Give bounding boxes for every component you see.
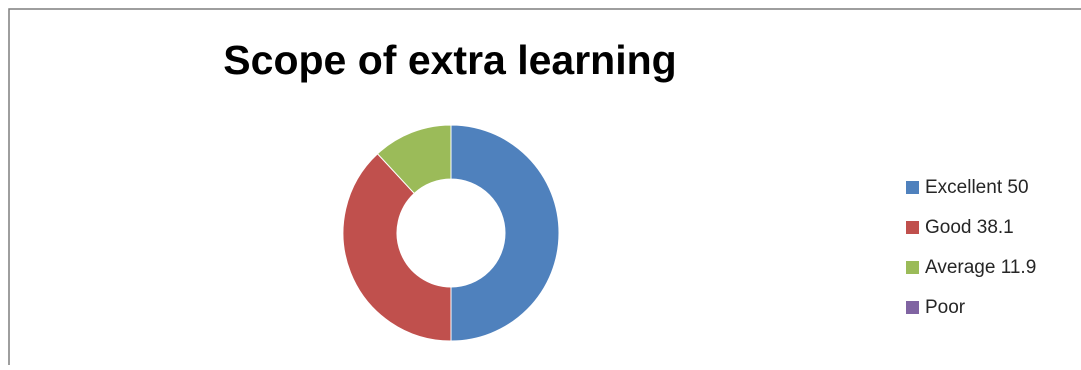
legend-label: Poor: [925, 297, 966, 318]
legend-label: Average 11.9: [925, 257, 1037, 278]
legend-label: Excellent 50: [925, 177, 1029, 198]
chart-title: Scope of extra learning: [223, 37, 677, 83]
legend-swatch: [906, 261, 919, 274]
legend-swatch: [906, 221, 919, 234]
donut-slice-average: [376, 124, 452, 195]
legend-label: Good 38.1: [925, 217, 1014, 238]
donut-slice-excellent: [450, 124, 560, 342]
donut-slice-good: [342, 153, 452, 342]
legend-swatch: [906, 301, 919, 314]
legend-swatch: [906, 181, 919, 194]
